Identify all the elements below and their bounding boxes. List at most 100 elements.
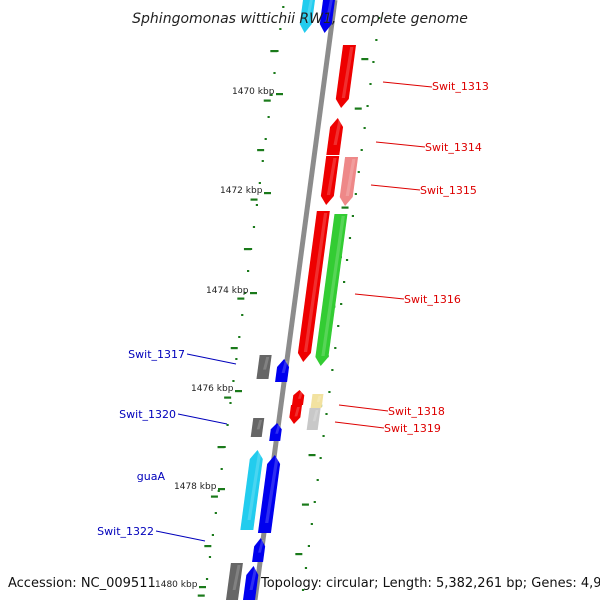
gene-feature-shine bbox=[345, 159, 356, 196]
scale-label-dash bbox=[235, 390, 242, 393]
tick-dot-right bbox=[360, 149, 363, 151]
gene-feature-shine bbox=[232, 565, 241, 590]
gene-feature bbox=[252, 538, 266, 562]
tick-dot-left bbox=[249, 248, 253, 250]
scale-dash-left bbox=[243, 248, 251, 251]
gene-feature-shine bbox=[333, 120, 342, 145]
gene-feature-shine bbox=[341, 47, 354, 98]
gene-feature bbox=[335, 45, 356, 108]
label-leader-lines bbox=[155, 81, 433, 542]
gene-feature-shine bbox=[294, 407, 300, 417]
tick-marks bbox=[197, 6, 381, 597]
tick-dot-right bbox=[343, 281, 346, 283]
gene-labels: Swit_1313 Swit_1314 Swit_1315 Swit_1316 Swit… bbox=[97, 80, 489, 538]
tick-dot-right bbox=[337, 325, 340, 327]
scale-dash-right bbox=[308, 454, 316, 457]
tick-dot-right bbox=[369, 83, 372, 85]
gene-feature bbox=[299, 0, 315, 33]
gene-feature-shine bbox=[298, 392, 303, 399]
gene-feature bbox=[256, 355, 272, 379]
scale-dash-right bbox=[354, 107, 362, 110]
tick-dot-left bbox=[211, 534, 214, 536]
tick-dot-left bbox=[238, 336, 241, 338]
tick-dot-left bbox=[252, 226, 256, 228]
label-leader-line bbox=[186, 353, 237, 365]
tick-dot-right bbox=[348, 237, 352, 239]
gene-label: Swit_1313 bbox=[432, 80, 489, 93]
tick-dot-right bbox=[301, 589, 305, 591]
tick-dot-left bbox=[223, 446, 226, 448]
tick-dot-left bbox=[264, 138, 267, 140]
gene-feature bbox=[306, 408, 321, 430]
label-leader-line bbox=[155, 530, 206, 542]
tick-dot-left bbox=[226, 424, 229, 426]
tick-dot-right bbox=[366, 105, 369, 107]
tick-dot-right bbox=[345, 259, 349, 261]
tick-dot-right bbox=[354, 193, 357, 195]
gene-feature bbox=[297, 211, 330, 362]
tick-dot-right bbox=[310, 523, 313, 525]
scale-dash-right bbox=[301, 503, 309, 506]
scale-label-dash bbox=[218, 488, 225, 491]
scale-dash-left bbox=[197, 594, 205, 597]
label-leader-line bbox=[382, 81, 433, 88]
topology-text: Topology: circular; Length: 5,382,261 bp… bbox=[260, 576, 600, 591]
gene-feature bbox=[269, 423, 282, 441]
gene-feature bbox=[315, 214, 348, 366]
gene-feature-shine bbox=[256, 420, 263, 430]
scale-label: 1480 kbp bbox=[155, 580, 198, 590]
tick-dot-left bbox=[270, 94, 273, 96]
gene-feature-shine bbox=[321, 216, 345, 356]
tick-dot-right bbox=[304, 567, 308, 569]
gene-feature bbox=[226, 563, 243, 600]
gene-feature bbox=[320, 156, 340, 205]
gene-feature-shine bbox=[247, 452, 262, 520]
gene-label: Swit_1322 bbox=[97, 525, 154, 538]
scale-dash-left bbox=[257, 149, 265, 152]
scale-label: 1478 kbp bbox=[174, 482, 217, 492]
map-title: Sphingomonas wittichii RW1, complete gen… bbox=[132, 11, 468, 27]
gene-feature-shine bbox=[281, 361, 288, 373]
label-leader-line bbox=[375, 141, 426, 148]
tick-dot-right bbox=[340, 303, 343, 305]
gene-feature-shine bbox=[258, 540, 265, 553]
scale-dash-left bbox=[217, 446, 225, 449]
tick-dot-left bbox=[208, 556, 212, 558]
gene-feature bbox=[240, 450, 263, 530]
gene-feature-shine bbox=[263, 357, 270, 370]
tick-dot-right bbox=[357, 171, 360, 173]
gene-label: Swit_1316 bbox=[404, 293, 461, 306]
scale-label-dash bbox=[199, 586, 206, 589]
scale-labels: 1470 kbp 1472 kbp 1474 kbp 1476 kbp 1478 kbp… bbox=[155, 87, 283, 590]
tick-dot-right bbox=[325, 413, 328, 415]
tick-dot-right bbox=[375, 39, 378, 41]
scale-dash-right bbox=[341, 206, 349, 209]
scale-dash-left bbox=[230, 347, 238, 350]
gene-feature bbox=[292, 390, 305, 405]
tick-dot-right bbox=[331, 369, 334, 371]
gene-label: Swit_1319 bbox=[384, 422, 441, 435]
scale-dash-left bbox=[250, 198, 258, 201]
tick-dot-right bbox=[351, 215, 354, 217]
tick-dot-right bbox=[363, 127, 366, 129]
tick-dot-left bbox=[229, 402, 232, 404]
scale-dash-left bbox=[210, 495, 218, 498]
gene-label: Swit_1320 bbox=[119, 408, 176, 421]
label-leader-line bbox=[334, 421, 385, 429]
tick-dot-left bbox=[241, 314, 244, 316]
scale-dash-right bbox=[361, 58, 369, 61]
accession-text: Accession: NC_009511 bbox=[8, 576, 156, 591]
scale-dash-left bbox=[270, 50, 278, 53]
label-leader-line bbox=[177, 413, 228, 425]
gene-feature bbox=[326, 118, 344, 155]
gene-label: guaA bbox=[137, 470, 166, 483]
tick-dot-left bbox=[235, 358, 238, 360]
tick-dot-right bbox=[313, 501, 316, 503]
tick-dot-left bbox=[276, 50, 279, 52]
scale-dash-right bbox=[295, 553, 303, 556]
scale-label-dash bbox=[276, 93, 283, 96]
gene-label: Swit_1317 bbox=[128, 348, 185, 361]
scale-label-dash bbox=[264, 192, 271, 195]
tick-dot-left bbox=[247, 270, 250, 272]
